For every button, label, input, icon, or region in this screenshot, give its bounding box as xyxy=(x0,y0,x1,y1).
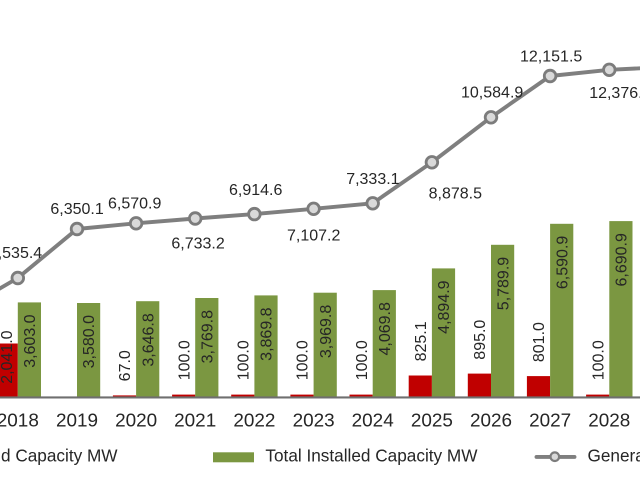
svg-text:2024: 2024 xyxy=(352,411,394,432)
svg-text:825.1: 825.1 xyxy=(413,321,430,361)
svg-text:801.0: 801.0 xyxy=(531,322,548,362)
svg-text:2018: 2018 xyxy=(0,411,39,432)
svg-text:2026: 2026 xyxy=(470,411,512,432)
svg-text:100.0: 100.0 xyxy=(354,340,371,380)
svg-text:2021: 2021 xyxy=(174,411,216,432)
svg-text:3,769.8: 3,769.8 xyxy=(200,310,217,363)
svg-text:2028: 2028 xyxy=(588,411,630,432)
svg-text:12,376.4: 12,376.4 xyxy=(589,85,640,102)
svg-text:100.0: 100.0 xyxy=(295,340,312,380)
svg-text:3,646.8: 3,646.8 xyxy=(140,313,157,366)
svg-text:3,603.0: 3,603.0 xyxy=(22,314,39,367)
svg-text:100.0: 100.0 xyxy=(590,340,607,380)
svg-text:5,789.9: 5,789.9 xyxy=(495,257,512,310)
svg-text:2,041.0: 2,041.0 xyxy=(0,330,16,383)
svg-text:4,894.9: 4,894.9 xyxy=(436,280,453,333)
svg-text:6,590.9: 6,590.9 xyxy=(555,236,572,289)
svg-text:2025: 2025 xyxy=(411,411,453,432)
svg-text:d Capacity MW: d Capacity MW xyxy=(1,446,118,466)
svg-text:2023: 2023 xyxy=(293,411,335,432)
svg-text:6,733.2: 6,733.2 xyxy=(171,236,224,253)
svg-text:8,878.5: 8,878.5 xyxy=(429,186,482,203)
svg-text:100.0: 100.0 xyxy=(236,340,253,380)
svg-text:2020: 2020 xyxy=(115,411,157,432)
svg-text:10,584.9: 10,584.9 xyxy=(461,85,523,102)
svg-text:3,580.0: 3,580.0 xyxy=(81,315,98,368)
svg-text:6,690.9: 6,690.9 xyxy=(614,233,631,286)
svg-text:Total Installed Capacity MW: Total Installed Capacity MW xyxy=(265,446,478,466)
svg-text:67.0: 67.0 xyxy=(117,350,134,381)
svg-text:2019: 2019 xyxy=(56,411,98,432)
svg-text:3,969.8: 3,969.8 xyxy=(318,305,335,358)
svg-text:2027: 2027 xyxy=(529,411,571,432)
svg-text:4,069.8: 4,069.8 xyxy=(377,302,394,355)
svg-text:6,350.1: 6,350.1 xyxy=(50,201,103,218)
svg-text:3,869.8: 3,869.8 xyxy=(259,307,276,360)
svg-text:7,107.2: 7,107.2 xyxy=(287,228,340,245)
svg-text:5,535.4: 5,535.4 xyxy=(0,245,42,262)
svg-text:100.0: 100.0 xyxy=(176,340,193,380)
svg-text:2022: 2022 xyxy=(233,411,275,432)
svg-text:12,151.5: 12,151.5 xyxy=(520,48,582,65)
svg-text:7,333.1: 7,333.1 xyxy=(346,171,399,188)
svg-text:Generation GWh: Generation GWh xyxy=(588,446,640,466)
svg-text:6,914.6: 6,914.6 xyxy=(229,182,282,199)
svg-text:6,570.9: 6,570.9 xyxy=(108,196,161,213)
svg-text:895.0: 895.0 xyxy=(472,320,489,360)
